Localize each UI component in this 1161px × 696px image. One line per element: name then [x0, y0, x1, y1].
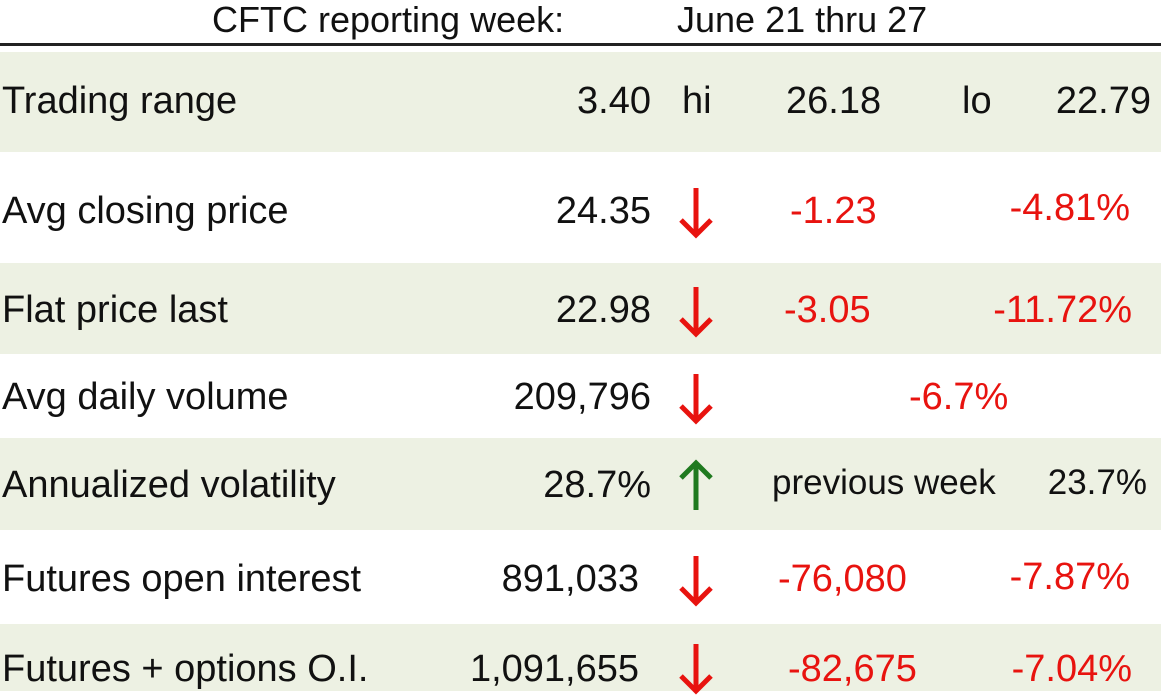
- lo-value: 22.79: [1055, 80, 1151, 122]
- row-label: Annualized volatility: [2, 464, 336, 506]
- previous-week-value: 23.7%: [1047, 463, 1147, 502]
- volatility-value: 28.7%: [543, 464, 651, 506]
- pct-change-value: -7.87%: [1009, 556, 1130, 598]
- down-arrow-icon: [676, 370, 716, 426]
- reporting-week-range: June 21 thru 27: [677, 0, 928, 40]
- row-annualized-volatility: Annualized volatility 28.7% previous wee…: [0, 438, 1161, 530]
- change-value: -82,675: [788, 648, 917, 690]
- change-value: -76,080: [778, 558, 907, 600]
- row-futures-options-oi: Futures + options O.I. 1,091,655 -82,675…: [0, 624, 1161, 695]
- closing-price-value: 24.35: [555, 190, 651, 232]
- pct-change-value: -7.04%: [1011, 648, 1132, 690]
- range-value: 3.40: [577, 80, 651, 122]
- daily-volume-value: 209,796: [513, 376, 651, 418]
- pct-change-value: -6.7%: [909, 376, 1009, 418]
- previous-week-label: previous week: [772, 463, 996, 502]
- row-trading-range: Trading range 3.40 hi 26.18 lo 22.79: [0, 52, 1161, 152]
- row-label: Futures + options O.I.: [2, 648, 369, 690]
- row-avg-closing-price: Avg closing price 24.35 -1.23 -4.81%: [0, 152, 1161, 263]
- report-header: CFTC reporting week: June 21 thru 27: [0, 0, 1161, 46]
- row-label: Avg daily volume: [2, 376, 289, 418]
- row-label: Avg closing price: [2, 190, 289, 232]
- row-label: Trading range: [2, 80, 238, 122]
- hi-value: 26.18: [786, 80, 882, 122]
- row-futures-open-interest: Futures open interest 891,033 -76,080 -7…: [0, 530, 1161, 624]
- row-avg-daily-volume: Avg daily volume 209,796 -6.7%: [0, 354, 1161, 438]
- change-value: -1.23: [790, 190, 877, 232]
- reporting-week-label: CFTC reporting week:: [212, 0, 565, 40]
- down-arrow-icon: [676, 552, 716, 608]
- row-label: Futures open interest: [2, 558, 362, 600]
- down-arrow-icon: [676, 184, 716, 240]
- lo-label: lo: [962, 80, 992, 122]
- hi-label: hi: [682, 80, 712, 122]
- down-arrow-icon: [676, 640, 716, 696]
- pct-change-value: -4.81%: [1009, 187, 1130, 229]
- down-arrow-icon: [676, 283, 716, 339]
- change-value: -3.05: [784, 289, 871, 331]
- flat-price-value: 22.98: [555, 289, 651, 331]
- pct-change-value: -11.72%: [993, 289, 1132, 331]
- open-interest-value: 891,033: [501, 558, 639, 600]
- row-label: Flat price last: [2, 289, 228, 331]
- futures-options-oi-value: 1,091,655: [469, 648, 639, 690]
- row-flat-price-last: Flat price last 22.98 -3.05 -11.72%: [0, 263, 1161, 354]
- up-arrow-icon: [676, 458, 716, 514]
